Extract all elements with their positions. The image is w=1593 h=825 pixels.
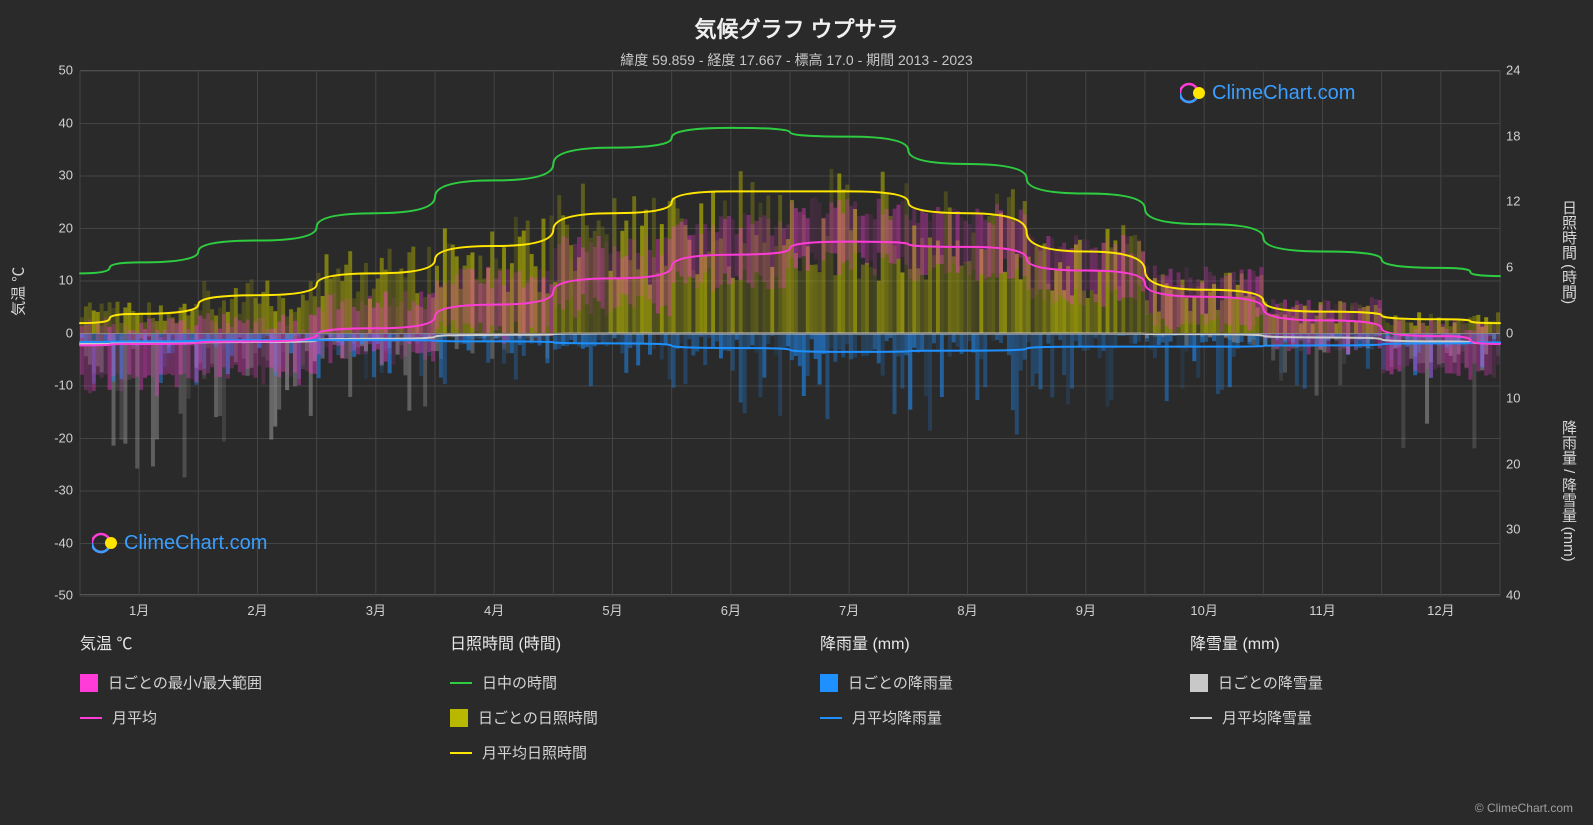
legend-item: 日中の時間 (450, 672, 760, 693)
legend-group: 日照時間 (時間) 日中の時間日ごとの日照時間月平均日照時間 (450, 630, 760, 777)
legend-swatch-icon (80, 674, 98, 692)
y-tick-left: -50 (33, 588, 73, 603)
legend-line-icon (820, 717, 842, 719)
legend-group: 降雪量 (mm) 日ごとの降雪量月平均降雪量 (1190, 630, 1500, 777)
legend-line-icon (450, 752, 472, 754)
chart-title: 気候グラフ ウプサラ (0, 0, 1593, 44)
legend-header: 日照時間 (時間) (450, 630, 760, 654)
y-tick-right-top: 18 (1506, 128, 1520, 143)
legend-label: 月平均 (112, 707, 157, 728)
x-tick: 12月 (1427, 600, 1454, 619)
x-tick: 7月 (839, 600, 859, 619)
legend-swatch-icon (820, 674, 838, 692)
legend-swatch-icon (1190, 674, 1208, 692)
y-tick-right-top: 6 (1506, 259, 1513, 274)
legend-label: 日ごとの降雪量 (1218, 672, 1323, 693)
y-tick-right-bottom: 20 (1506, 456, 1520, 471)
y-tick-left: 50 (33, 63, 73, 78)
legend-label: 日中の時間 (482, 672, 557, 693)
x-tick: 9月 (1076, 600, 1096, 619)
chart-plot-area (80, 70, 1500, 595)
x-tick: 1月 (129, 600, 149, 619)
legend-header: 気温 ℃ (80, 630, 390, 654)
y-tick-left: 40 (33, 115, 73, 130)
y-tick-left: -40 (33, 535, 73, 550)
legend-line-icon (80, 717, 102, 719)
legend-item: 日ごとの降雪量 (1190, 672, 1500, 693)
x-tick: 6月 (721, 600, 741, 619)
y-axis-right-bottom-label: 降雨量 / 降雪量 (mm) (1558, 420, 1579, 562)
chart-svg (80, 71, 1500, 594)
legend-label: 日ごとの最小/最大範囲 (108, 672, 262, 693)
legend-line-icon (450, 682, 472, 684)
x-tick: 2月 (247, 600, 267, 619)
legend-header: 降雨量 (mm) (820, 630, 1130, 654)
y-tick-right-bottom: 10 (1506, 391, 1520, 406)
legend-item: 日ごとの降雨量 (820, 672, 1130, 693)
y-tick-right-top: 0 (1506, 325, 1513, 340)
legend-label: 月平均降雨量 (852, 707, 942, 728)
y-tick-right-top: 12 (1506, 194, 1520, 209)
legend-label: 日ごとの降雨量 (848, 672, 953, 693)
y-tick-left: 10 (33, 273, 73, 288)
x-tick: 11月 (1309, 600, 1336, 619)
legend-line-icon (1190, 717, 1212, 719)
y-tick-left: 20 (33, 220, 73, 235)
legend-header: 降雪量 (mm) (1190, 630, 1500, 654)
y-tick-left: 30 (33, 168, 73, 183)
legend-item: 日ごとの日照時間 (450, 707, 760, 728)
legend-item: 月平均降雪量 (1190, 707, 1500, 728)
legend-group: 気温 ℃ 日ごとの最小/最大範囲月平均 (80, 630, 390, 777)
legend-swatch-icon (450, 709, 468, 727)
x-tick: 8月 (957, 600, 977, 619)
y-tick-left: -10 (33, 378, 73, 393)
chart-subtitle: 緯度 59.859 - 経度 17.667 - 標高 17.0 - 期間 201… (0, 50, 1593, 70)
y-axis-left-label: 気温 ℃ (8, 267, 29, 316)
y-tick-left: 0 (33, 325, 73, 340)
watermark-footer: © ClimeChart.com (1475, 801, 1573, 815)
x-tick: 3月 (366, 600, 386, 619)
legend-group: 降雨量 (mm) 日ごとの降雨量月平均降雨量 (820, 630, 1130, 777)
legend-label: 月平均日照時間 (482, 742, 587, 763)
legend-item: 月平均日照時間 (450, 742, 760, 763)
y-tick-right-bottom: 40 (1506, 588, 1520, 603)
legend-item: 月平均 (80, 707, 390, 728)
x-tick: 4月 (484, 600, 504, 619)
legend-label: 日ごとの日照時間 (478, 707, 598, 728)
x-tick: 10月 (1190, 600, 1217, 619)
chart-legend: 気温 ℃ 日ごとの最小/最大範囲月平均 日照時間 (時間) 日中の時間日ごとの日照時間… (80, 630, 1500, 777)
legend-label: 月平均降雪量 (1222, 707, 1312, 728)
y-tick-left: -30 (33, 483, 73, 498)
y-tick-right-bottom: 30 (1506, 522, 1520, 537)
legend-item: 日ごとの最小/最大範囲 (80, 672, 390, 693)
x-tick: 5月 (602, 600, 622, 619)
legend-item: 月平均降雨量 (820, 707, 1130, 728)
y-tick-right-top: 24 (1506, 63, 1520, 78)
y-tick-left: -20 (33, 430, 73, 445)
y-axis-right-top-label: 日照時間 (時間) (1558, 200, 1579, 304)
